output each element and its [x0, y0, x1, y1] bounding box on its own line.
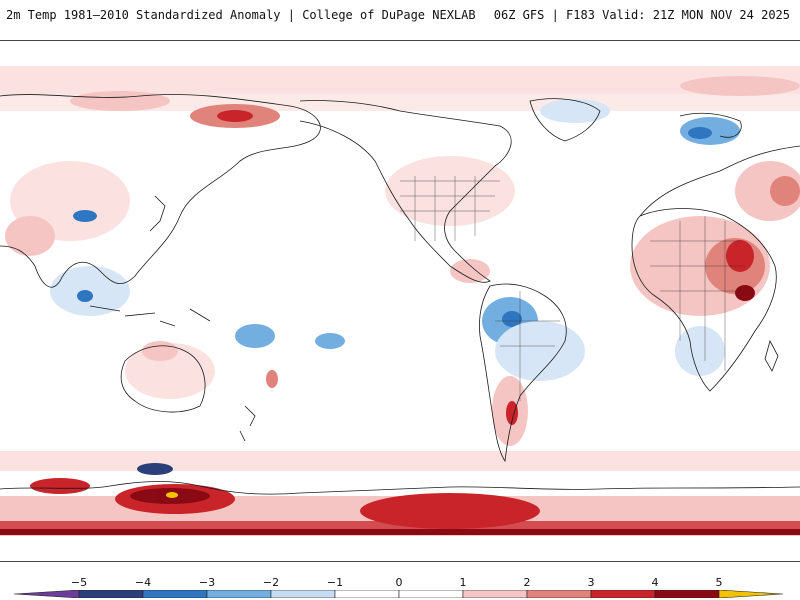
colorbar-label: 1 — [459, 576, 467, 589]
colorbar-label: 3 — [587, 576, 595, 589]
colorbar-labels: −5 −4 −3 −2 −1 0 1 2 3 4 5 — [0, 576, 800, 589]
anomaly-map[interactable] — [0, 40, 800, 562]
pacific-cold-patch-2 — [315, 333, 345, 349]
new-zealand-coast — [239, 405, 256, 442]
southern-africa-cool — [675, 326, 725, 376]
colorbar-segments — [78, 590, 720, 598]
africa-coast — [631, 208, 777, 392]
colorbar-segment — [270, 590, 336, 598]
scandinavia-cold-core — [688, 127, 712, 139]
header: 2m Temp 1981–2010 Standardized Anomaly |… — [0, 0, 800, 32]
south-america-coast — [479, 283, 567, 463]
colorbar-label: 5 — [715, 576, 723, 589]
antarctica-coast — [0, 481, 800, 495]
south-america-borders — [495, 291, 560, 401]
colorbar-label: −3 — [198, 576, 216, 589]
southern-ocean-hot-w — [30, 478, 90, 494]
colorbar-segment — [398, 590, 464, 598]
indonesia-coast — [89, 305, 211, 327]
japan-coast — [149, 195, 166, 232]
east-africa-hot — [726, 240, 754, 272]
border-layer — [400, 176, 745, 401]
greenland-cold-patch — [540, 99, 610, 123]
southern-ocean-warm — [0, 451, 800, 471]
pacific-warm-spot — [266, 370, 278, 388]
run-info: 06Z GFS | F183 Valid: 21Z MON NOV 24 202… — [493, 8, 790, 22]
australia-coast — [120, 345, 206, 413]
antarctic-hot-band — [0, 521, 800, 531]
colorbar-segment — [206, 590, 272, 598]
colorbar-segment — [654, 590, 720, 598]
colorbar-label: −1 — [326, 576, 344, 589]
colorbar-segment — [590, 590, 656, 598]
greenland-coast — [529, 98, 601, 142]
southern-ocean-cold — [137, 463, 173, 475]
colorbar-segment — [334, 590, 400, 598]
pacific-cold-patch — [235, 324, 275, 348]
north-america-warm — [385, 156, 515, 226]
colorbar-label: −4 — [134, 576, 152, 589]
argentina-hot-core — [506, 401, 518, 425]
australia-warm-core — [142, 341, 178, 361]
scandinavia-coast — [679, 112, 742, 138]
colorbar-label: −5 — [70, 576, 88, 589]
europe-warm-core — [770, 176, 800, 206]
antarctic-hot-e — [360, 493, 540, 529]
colorbar-label: 2 — [523, 576, 531, 589]
east-africa-very-hot — [735, 285, 755, 301]
colorbar: −5 −4 −3 −2 −1 0 1 2 3 4 5 — [0, 568, 800, 600]
amazon-cold-core — [502, 311, 522, 327]
colorbar-strip — [13, 590, 784, 598]
colorbar-arrow-right — [718, 590, 784, 598]
colorbar-segment — [78, 590, 144, 598]
north-america-coast — [299, 100, 512, 283]
colorbar-label: 0 — [395, 576, 403, 589]
colorbar-segment — [462, 590, 528, 598]
colorbar-label: −2 — [262, 576, 280, 589]
asia-coast — [0, 94, 321, 288]
antarctic-extreme-spot — [166, 492, 178, 498]
colorbar-segment — [142, 590, 208, 598]
europe-coast — [639, 145, 800, 217]
mexico-warm-patch — [450, 259, 490, 283]
brazil-cool-area — [495, 321, 585, 381]
madagascar-coast — [764, 339, 779, 372]
map-title: 2m Temp 1981–2010 Standardized Anomaly |… — [6, 8, 476, 22]
siberia-hot-core — [217, 110, 253, 122]
arctic-warm-patch-w — [70, 91, 170, 111]
europe-warm-patch — [735, 161, 800, 221]
us-state-borders — [400, 176, 500, 241]
antarctic-edge — [0, 529, 800, 535]
africa-country-borders — [650, 216, 745, 371]
maritime-cold-core — [77, 290, 93, 302]
map-canvas — [0, 66, 800, 536]
india-warm-patch — [5, 216, 55, 256]
arctic-warm-patch-e — [680, 76, 800, 96]
colorbar-segment — [526, 590, 592, 598]
coastline-layer — [0, 94, 800, 495]
colorbar-arrow-left — [13, 590, 80, 598]
tibet-cold-patch — [73, 210, 97, 222]
maritime-se-asia-cool — [50, 266, 130, 316]
colorbar-label: 4 — [651, 576, 659, 589]
